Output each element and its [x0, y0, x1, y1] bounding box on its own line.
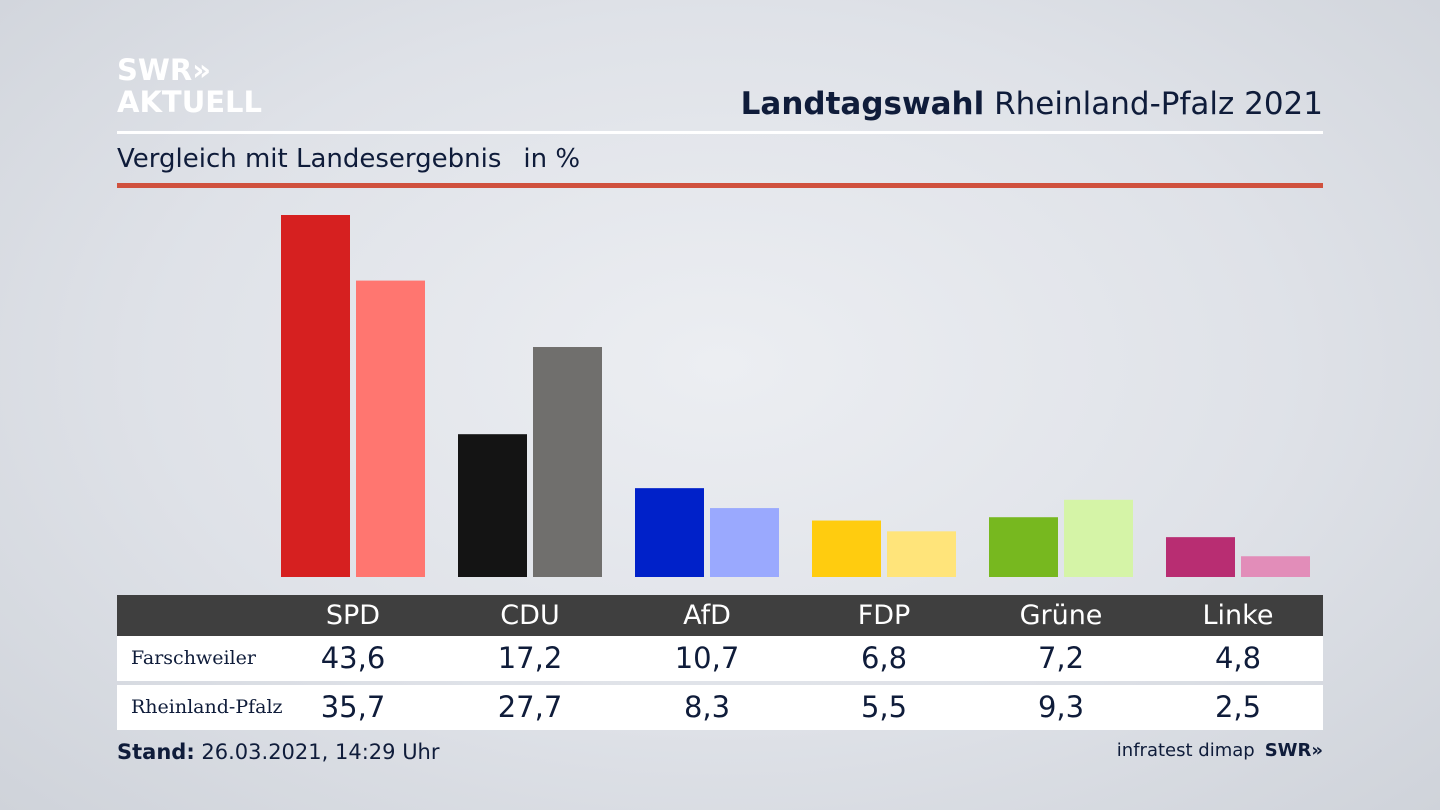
value-cdu-rheinland-pfalz: 27,7	[497, 690, 563, 724]
party-label-spd: SPD	[325, 600, 381, 631]
bar-afd-farschweiler	[635, 488, 704, 577]
value-afd-rheinland-pfalz: 8,3	[683, 690, 731, 724]
stand-label: Stand:	[117, 740, 195, 764]
page-title: Landtagswahl Rheinland-Pfalz 2021	[741, 86, 1323, 122]
chart-subtitle: Vergleich mit Landesergebnis in %	[117, 144, 580, 174]
value-gruene-farschweiler: 7,2	[1037, 641, 1085, 675]
title-bold: Landtagswahl	[740, 86, 985, 122]
value-fdp-farschweiler: 6,8	[860, 641, 908, 675]
party-label-cdu: CDU	[500, 600, 560, 631]
bar-spd-farschweiler	[281, 215, 350, 577]
bar-chart	[281, 215, 1310, 577]
table-row: Rheinland-Pfalz 35,7 27,7 8,3 5,5 9,3 2,5	[117, 685, 1323, 730]
subtitle-unit: in %	[523, 144, 581, 174]
value-cdu-farschweiler: 17,2	[497, 641, 563, 675]
party-label-afd: AfD	[683, 600, 731, 631]
row-label: Farschweiler	[131, 647, 256, 669]
logo-line-2: AKTUELL	[117, 85, 263, 119]
subtitle-text: Vergleich mit Landesergebnis	[117, 144, 502, 174]
bar-fdp-rheinland-pfalz	[887, 531, 956, 577]
stand-value: 26.03.2021, 14:29 Uhr	[201, 740, 440, 764]
accent-divider	[117, 183, 1323, 188]
value-fdp-rheinland-pfalz: 5,5	[860, 690, 908, 724]
timestamp: Stand: 26.03.2021, 14:29 Uhr	[117, 740, 440, 764]
value-afd-farschweiler: 10,7	[674, 641, 740, 675]
bar-afd-rheinland-pfalz	[710, 508, 779, 577]
source-text: infratest dimap	[1116, 740, 1255, 761]
party-label-gruene: Grüne	[1019, 600, 1103, 631]
source-credit: infratest dimap SWR»	[1117, 740, 1323, 761]
bar-gruene-rheinland-pfalz	[1064, 499, 1133, 577]
bar-fdp-farschweiler	[812, 520, 881, 577]
party-label-fdp: FDP	[857, 600, 911, 631]
swr-aktuell-logo: SWR» AKTUELL	[117, 56, 262, 117]
swr-brand-logo: SWR»	[1264, 740, 1323, 761]
logo-line-1: SWR»	[117, 53, 211, 87]
bar-gruene-farschweiler	[989, 517, 1058, 577]
table-header: SPD CDU AfD FDP Grüne Linke	[117, 595, 1323, 636]
value-linke-rheinland-pfalz: 2,5	[1214, 690, 1262, 724]
bar-cdu-farschweiler	[458, 434, 527, 577]
value-spd-farschweiler: 43,6	[320, 641, 386, 675]
bar-cdu-rheinland-pfalz	[533, 347, 602, 577]
value-spd-rheinland-pfalz: 35,7	[320, 690, 386, 724]
bar-spd-rheinland-pfalz	[356, 280, 425, 577]
table-row: Farschweiler 43,6 17,2 10,7 6,8 7,2 4,8	[117, 636, 1323, 681]
party-label-linke: Linke	[1202, 600, 1274, 631]
bar-linke-farschweiler	[1166, 537, 1235, 577]
value-linke-farschweiler: 4,8	[1214, 641, 1262, 675]
header-divider	[117, 131, 1323, 134]
results-table: SPD CDU AfD FDP Grüne Linke Farschweiler 43,6…	[117, 595, 1323, 730]
bar-linke-rheinland-pfalz	[1241, 556, 1310, 577]
title-rest: Rheinland-Pfalz 2021	[994, 86, 1323, 122]
value-gruene-rheinland-pfalz: 9,3	[1037, 690, 1085, 724]
row-label: Rheinland-Pfalz	[131, 696, 283, 718]
